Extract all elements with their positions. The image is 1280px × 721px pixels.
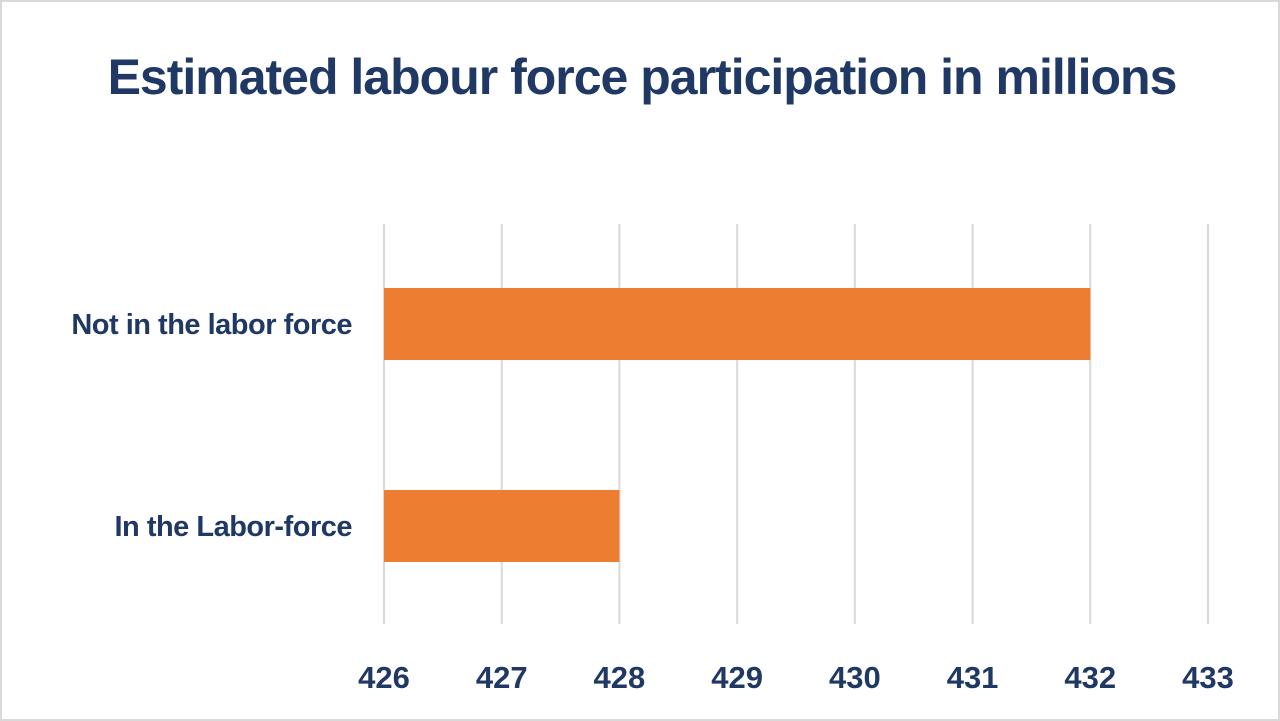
x-tick-label: 432 (1064, 660, 1116, 695)
x-tick-label: 429 (711, 660, 763, 695)
x-tick-label: 427 (476, 660, 528, 695)
category-label: Not in the labor force (71, 309, 352, 341)
x-tick-label: 428 (594, 660, 646, 695)
bar-0 (384, 288, 1091, 360)
x-tick-label: 426 (358, 660, 410, 695)
bar-1 (384, 490, 620, 562)
x-tick-label: 430 (829, 660, 881, 695)
x-tick-label: 433 (1182, 660, 1234, 695)
chart-title: Estimated labour force participation in … (107, 49, 1178, 105)
x-tick-label: 431 (947, 660, 999, 695)
category-label: In the Labor-force (114, 511, 352, 543)
